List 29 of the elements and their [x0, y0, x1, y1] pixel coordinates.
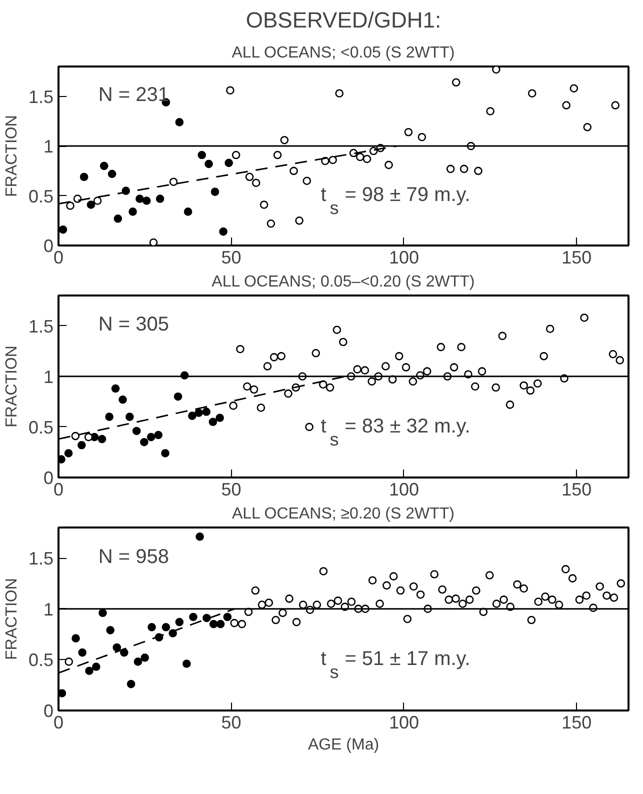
x-tick-label: 50: [221, 248, 242, 268]
y-tick-label: 0.5: [28, 417, 54, 438]
y-tick-label: 1.5: [28, 548, 54, 568]
x-tick-label: 100: [388, 248, 419, 268]
y-tick-label: 1: [43, 599, 54, 620]
y-axis-title: FRACTION: [3, 578, 20, 660]
y-tick-label: 1.5: [28, 86, 54, 107]
y-axis-title: FRACTION: [3, 115, 20, 197]
x-tick-label: 100: [388, 712, 419, 732]
y-tick-label: 0.5: [28, 186, 54, 206]
x-tick-label: 150: [562, 480, 592, 500]
y-tick-label: 1: [43, 366, 54, 387]
x-tick-label: 150: [562, 248, 592, 268]
chart-title: ALL OCEANS; 0.05–<0.20 (S 2WTT): [212, 274, 475, 290]
x-axis-title: AGE (Ma): [308, 736, 380, 754]
x-tick-label: 50: [221, 480, 242, 500]
y-tick-label: 1: [43, 136, 54, 157]
y-axis-title: FRACTION: [3, 346, 20, 428]
chart-title: ALL OCEANS; ≥0.20 (S 2WTT): [232, 506, 454, 522]
y-tick-label: 0.5: [28, 650, 54, 670]
annotation: N = 958: [98, 546, 170, 568]
chart-title: OBSERVED/GDH1:: [246, 8, 442, 32]
chart-subtitle: ALL OCEANS; <0.05 (S 2WTT): [232, 44, 455, 62]
annotation: N = 305: [98, 314, 170, 336]
y-tick-label: 1.5: [28, 316, 54, 336]
x-tick-label: 100: [388, 480, 419, 500]
x-tick-label: 50: [221, 712, 242, 732]
annotation: N = 231: [98, 84, 170, 106]
x-tick-label: 150: [562, 712, 592, 732]
